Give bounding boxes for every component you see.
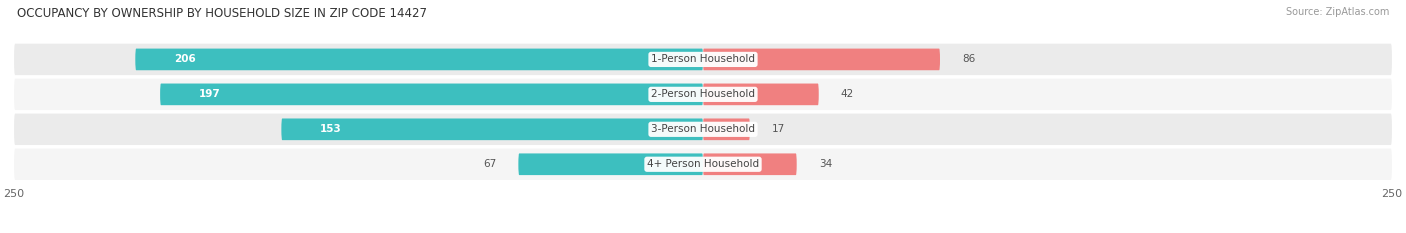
FancyBboxPatch shape <box>519 153 703 175</box>
FancyBboxPatch shape <box>14 149 1392 180</box>
Text: 206: 206 <box>174 55 195 64</box>
Text: 153: 153 <box>321 124 342 134</box>
Text: 3-Person Household: 3-Person Household <box>651 124 755 134</box>
Text: 86: 86 <box>962 55 976 64</box>
Text: 67: 67 <box>484 159 496 169</box>
FancyBboxPatch shape <box>135 49 703 70</box>
Text: OCCUPANCY BY OWNERSHIP BY HOUSEHOLD SIZE IN ZIP CODE 14427: OCCUPANCY BY OWNERSHIP BY HOUSEHOLD SIZE… <box>17 7 427 20</box>
FancyBboxPatch shape <box>703 153 797 175</box>
Text: 197: 197 <box>198 89 221 99</box>
Text: 4+ Person Household: 4+ Person Household <box>647 159 759 169</box>
Text: 2-Person Household: 2-Person Household <box>651 89 755 99</box>
FancyBboxPatch shape <box>14 44 1392 75</box>
Text: Source: ZipAtlas.com: Source: ZipAtlas.com <box>1285 7 1389 17</box>
Text: 34: 34 <box>818 159 832 169</box>
FancyBboxPatch shape <box>703 83 818 105</box>
Text: 1-Person Household: 1-Person Household <box>651 55 755 64</box>
Text: 17: 17 <box>772 124 785 134</box>
FancyBboxPatch shape <box>14 114 1392 145</box>
FancyBboxPatch shape <box>281 118 703 140</box>
FancyBboxPatch shape <box>703 118 749 140</box>
Text: 42: 42 <box>841 89 853 99</box>
FancyBboxPatch shape <box>160 83 703 105</box>
FancyBboxPatch shape <box>14 79 1392 110</box>
FancyBboxPatch shape <box>703 49 941 70</box>
